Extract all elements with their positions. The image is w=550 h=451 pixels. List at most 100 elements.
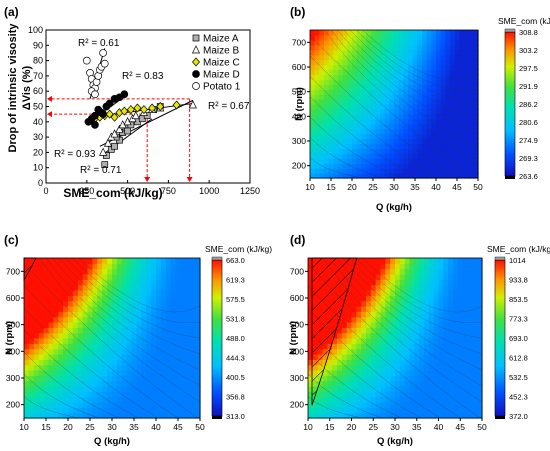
heatmap-cell — [459, 133, 465, 140]
heatmap-cell — [82, 258, 89, 264]
heatmap-cell — [366, 322, 372, 328]
y-tick-label: 40 — [33, 117, 43, 127]
heatmap-cell — [165, 322, 172, 328]
heatmap-cell — [63, 327, 69, 334]
heatmap-cell — [445, 168, 451, 174]
heatmap-cell — [185, 332, 191, 339]
heatmap-cell — [24, 364, 30, 371]
heatmap-cell — [337, 386, 343, 392]
heatmap-cell — [324, 94, 330, 100]
heatmap-cell — [380, 123, 386, 130]
heatmap-cell — [195, 402, 201, 408]
heatmap-cell — [160, 375, 167, 382]
heatmap-cell — [319, 94, 325, 100]
heatmap-cell — [408, 128, 414, 135]
heatmap-cell — [28, 386, 35, 392]
heatmap-cell — [453, 386, 459, 392]
heatmap-cell — [477, 295, 483, 302]
heatmap-cell — [404, 274, 411, 280]
heatmap-cell — [459, 30, 465, 36]
heatmap-cell — [136, 300, 142, 307]
heatmap-cell — [332, 359, 338, 366]
heatmap-cell — [375, 338, 382, 344]
heatmap-cell — [319, 168, 325, 174]
heatmap-cell — [459, 128, 465, 135]
heatmap-cell — [424, 359, 430, 366]
heatmap-cell — [53, 311, 59, 318]
heatmap-cell — [180, 391, 186, 398]
heatmap-cell — [107, 279, 113, 286]
heatmap-cell — [375, 279, 382, 286]
heatmap-cell — [24, 348, 30, 355]
heatmap-cell — [102, 407, 108, 414]
heatmap-cell — [472, 274, 478, 280]
heatmap-cell — [356, 364, 362, 371]
heatmap-cell — [165, 343, 172, 350]
heatmap-cell — [445, 108, 451, 115]
heatmap-cell — [175, 396, 182, 403]
heatmap-cell — [28, 332, 35, 339]
heatmap-cell — [116, 327, 123, 334]
heatmap-cell — [322, 396, 328, 403]
x-tick-label: 50 — [477, 422, 487, 432]
heatmap-cell — [180, 284, 186, 291]
heatmap-cell — [314, 123, 320, 130]
heatmap-cell — [102, 258, 108, 264]
colorbar-tick-label: 693.0 — [509, 334, 528, 343]
heatmap-cell — [175, 402, 182, 408]
heatmap-cell — [450, 138, 456, 145]
heatmap-cell — [185, 258, 191, 264]
heatmap-cell — [342, 64, 348, 71]
heatmap-cell — [72, 311, 79, 318]
heatmap-cell — [472, 391, 478, 398]
heatmap-cell — [53, 290, 59, 296]
heatmap-cell — [385, 380, 391, 387]
heatmap-cell — [384, 39, 390, 46]
heatmap-cell — [462, 370, 469, 376]
heatmap-cell — [121, 300, 128, 307]
heatmap-cell — [310, 89, 316, 95]
heatmap-cell — [116, 396, 123, 403]
heatmap-cell — [121, 396, 128, 403]
heatmap-cell — [389, 158, 395, 164]
colorbar-tick-label: 532.5 — [509, 373, 528, 382]
heatmap-cell — [380, 268, 386, 275]
heatmap-cell — [380, 370, 386, 376]
heatmap-cell — [58, 322, 64, 328]
heatmap-cell — [438, 396, 444, 403]
y-tick-label: 400 — [290, 346, 304, 356]
heatmap-cell — [338, 59, 344, 66]
heatmap-cell — [399, 300, 406, 307]
heatmap-cell — [473, 59, 479, 66]
heatmap-cell — [440, 49, 446, 56]
heatmap-cell — [338, 163, 344, 169]
heatmap-cell — [151, 316, 157, 323]
heatmap-cell — [38, 407, 45, 414]
data-point — [188, 100, 197, 109]
heatmap-cell — [58, 338, 64, 344]
heatmap-cell — [131, 338, 138, 344]
heatmap-cell — [419, 354, 425, 360]
heatmap-cell — [338, 158, 344, 164]
heatmap-cell — [477, 412, 483, 419]
heatmap-cell — [390, 380, 396, 387]
heatmap-cell — [165, 279, 172, 286]
heatmap-cell — [141, 268, 147, 275]
heatmap-cell — [324, 74, 330, 80]
heatmap-cell — [361, 59, 367, 66]
heatmap-cell — [180, 402, 186, 408]
heatmap-cell — [112, 386, 118, 392]
heatmap-cell — [24, 402, 30, 408]
heatmap-cell — [319, 89, 325, 95]
heatmap-cell — [92, 359, 98, 366]
heatmap-cell — [63, 300, 69, 307]
heatmap-cell — [131, 306, 138, 312]
heatmap-cell — [33, 343, 40, 350]
heatmap-cell — [375, 143, 381, 149]
heatmap-cell — [77, 391, 84, 398]
heatmap-cell — [440, 59, 446, 66]
heatmap-cell — [454, 138, 460, 145]
heatmap-cell — [375, 133, 381, 140]
heatmap-cell — [453, 364, 459, 371]
heatmap-cell — [472, 402, 478, 408]
